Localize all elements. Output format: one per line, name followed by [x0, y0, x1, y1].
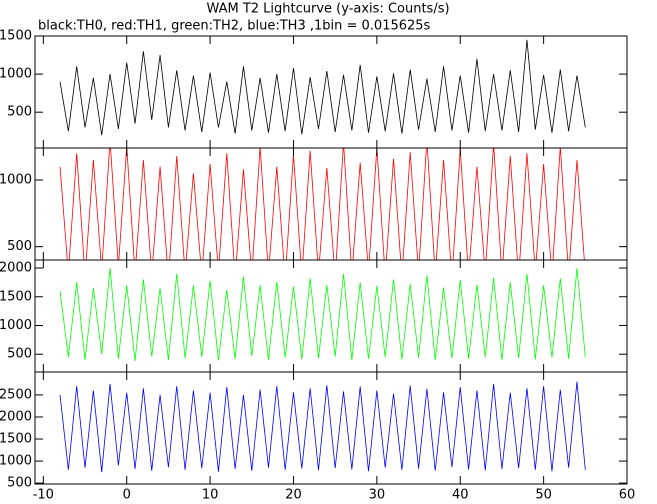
- y-tick-label: 2500: [0, 387, 32, 402]
- light-curve: [59, 39, 586, 136]
- y-tick-label: 1500: [0, 289, 32, 304]
- x-tick-label: -10: [33, 488, 54, 503]
- y-tick-label: 1000: [0, 318, 32, 333]
- x-tick-label: 10: [202, 488, 219, 503]
- light-curve: [59, 268, 586, 362]
- y-tick-label: 2000: [0, 261, 32, 276]
- panel-frame: [34, 147, 628, 261]
- y-tick-label: 500: [7, 347, 32, 362]
- y-tick-label: 500: [7, 476, 32, 491]
- y-tick-label: 500: [7, 105, 32, 120]
- light-curve: [59, 148, 585, 260]
- x-tick-label: 0: [123, 488, 131, 503]
- y-tick-label: 500: [7, 239, 32, 254]
- y-tick-label: 1000: [0, 173, 32, 188]
- chart-subtitle: black:TH0, red:TH1, green:TH2, blue:TH3 …: [38, 19, 431, 34]
- chart-title: WAM T2 Lightcurve (y-axis: Counts/s): [206, 2, 449, 17]
- x-tick-label: 40: [452, 488, 469, 503]
- y-tick-label: 2000: [0, 409, 32, 424]
- light-curve: [59, 381, 586, 473]
- x-tick-label: 30: [369, 488, 386, 503]
- panel-frame: [34, 259, 628, 373]
- x-tick-label: 50: [535, 488, 552, 503]
- panel-frame: [34, 371, 628, 485]
- y-tick-label: 1500: [0, 29, 32, 44]
- y-tick-label: 1000: [0, 67, 32, 82]
- panel-frame: [34, 35, 628, 149]
- x-tick-label: 60: [619, 488, 636, 503]
- x-tick-label: 20: [285, 488, 302, 503]
- y-tick-label: 1000: [0, 454, 32, 469]
- y-tick-label: 1500: [0, 432, 32, 447]
